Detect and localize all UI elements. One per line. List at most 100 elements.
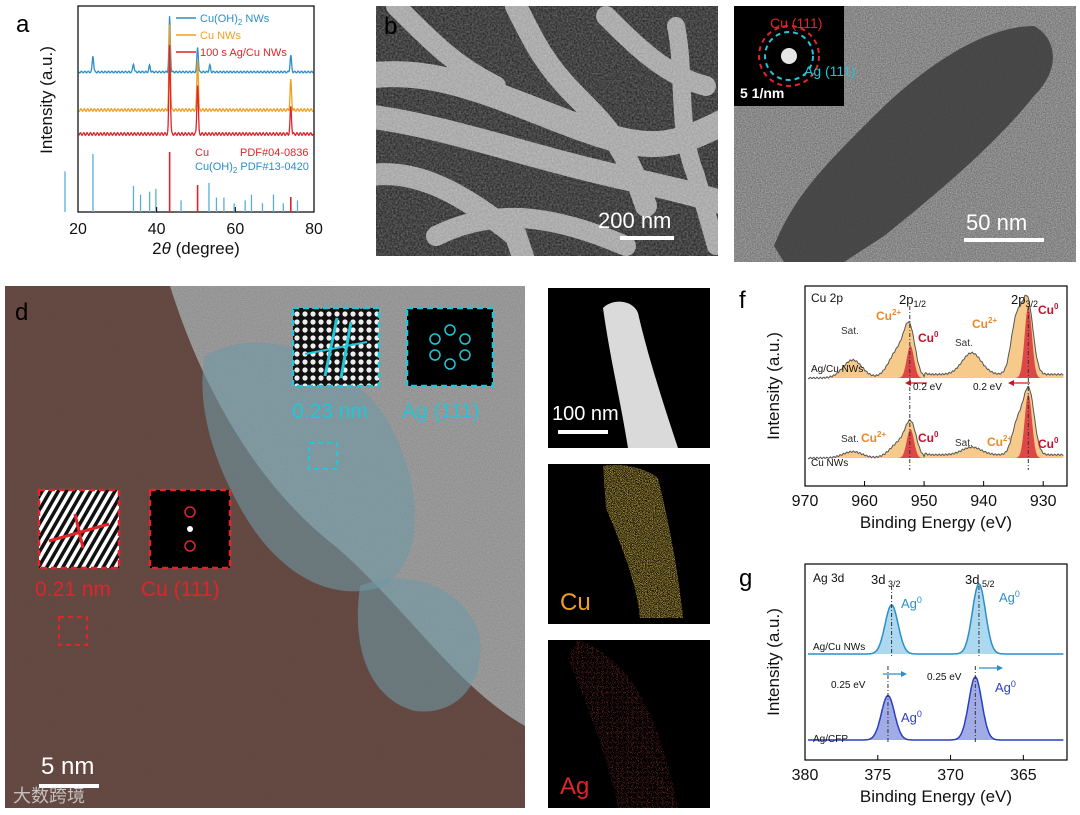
ag3d-top-ag0-a: Ag0 <box>901 595 922 611</box>
ag3d-xtick-label-0: 380 <box>792 767 819 784</box>
watermark: 大数跨境 <box>13 786 85 806</box>
panel-a-label: a <box>16 11 30 38</box>
ag-region-marker <box>308 442 338 470</box>
cu2p-bot-sat-b: Sat. <box>955 438 973 449</box>
panel-f-frame <box>804 285 1068 487</box>
cu2p-shift-b: 0.2 eV <box>973 382 1002 393</box>
panel-c: Cu (111) Ag (111) 5 1/nm c 50 nm <box>734 6 1076 262</box>
xrd-xlabel: 2θ (degree) <box>152 239 240 258</box>
panel-e-label: e <box>554 295 567 322</box>
haadf-scale-bar <box>558 430 608 434</box>
panel-g-label: g <box>739 565 752 592</box>
cu2p-xtick-label-2: 950 <box>911 493 938 510</box>
ag3d-xtick-label-2: 370 <box>937 767 964 784</box>
ag3d-plot <box>807 583 1065 744</box>
sem-scale-text: 200 nm <box>598 208 671 233</box>
panel-d: 0.23 nm Ag (111) 0.21 nm Cu (111) d 5 nm… <box>5 286 525 808</box>
legend-cu-nws: Cu NWs <box>200 30 241 42</box>
cu2p-shift-a: 0.2 eV <box>913 382 942 393</box>
ag3d-d52: 3d 5/2 <box>965 572 994 589</box>
hrtem-scale-bar <box>39 784 99 788</box>
ag3d-ylabel: Intensity (a.u.) <box>764 608 783 716</box>
xrd-series-0 <box>78 16 314 74</box>
cu2p-xlabel: Binding Energy (eV) <box>860 513 1012 532</box>
cu2p-plot <box>807 294 1064 470</box>
panel-f: f Cu 2p 2p1/2 2p3/2 Cu2+ Cu0 Cu2+ Cu0 Sa… <box>739 285 1068 532</box>
ag-fft-inset <box>405 306 495 388</box>
ag3d-sample-bot: Ag/CFP <box>813 734 848 745</box>
ag3d-top-ag0-b: Ag0 <box>999 589 1020 605</box>
cu2p-xtick-label-3: 940 <box>970 493 997 510</box>
xrd-plot <box>64 16 314 212</box>
cu2p-raw-0 <box>807 294 1064 380</box>
cu2p-top-cu0-b: Cu0 <box>1038 302 1059 317</box>
cu2p-sample-top: Ag/Cu NWs <box>811 364 863 375</box>
ag3d-bot-ag0-b: Ag0 <box>995 679 1016 695</box>
ag3d-line-1 <box>807 676 1064 741</box>
ag-spacing-label: 0.23 nm <box>292 400 368 423</box>
cu2p-xticks: 970 960 950 940 930 <box>792 481 1057 510</box>
panel-a-frame <box>77 5 315 213</box>
cu2p-xtick-label-4: 930 <box>1030 493 1057 510</box>
cu-map-label: Cu <box>560 589 591 616</box>
cu2p-title: Cu 2p <box>811 291 843 305</box>
xrd-series-2 <box>78 44 314 137</box>
xrd-series-1 <box>78 24 314 113</box>
tem-scale-bar <box>964 238 1044 242</box>
legend-agcu-nws: 100 s Ag/Cu NWs <box>200 47 287 59</box>
hrtem-scale-text: 5 nm <box>41 753 94 780</box>
xrd-xticks: 20 40 60 80 <box>69 207 323 238</box>
cu2p-top-sat-a: Sat. <box>841 326 859 337</box>
xrd-xtick-label-0: 20 <box>69 221 87 238</box>
cu2p-p32: 2p3/2 <box>1011 292 1038 309</box>
sem-scale-bar <box>620 236 674 240</box>
cu2p-p12: 2p1/2 <box>899 292 926 309</box>
cu2p-xtick-label-1: 960 <box>851 493 878 510</box>
cu2p-envelope-0 <box>807 295 1064 378</box>
ag3d-xtick-label-1: 375 <box>864 767 891 784</box>
tem-scale-text: 50 nm <box>966 210 1027 235</box>
saed-cu-ring <box>758 25 820 87</box>
ag-map-label: Ag <box>560 773 589 800</box>
saed-scale: 5 1/nm <box>740 85 784 101</box>
panel-c-label: c <box>740 11 752 38</box>
ag3d-bot-ag0-a: Ag0 <box>901 709 922 725</box>
cu2p-raw-1 <box>807 385 1064 460</box>
cu2p-top-cu2-b: Cu2+ <box>972 316 997 331</box>
ag3d-line-0 <box>807 583 1064 655</box>
ag3d-sample-top: Ag/Cu NWs <box>813 642 865 653</box>
cu2p-bot-sat-a: Sat. <box>841 434 859 445</box>
ag3d-xtick-label-3: 365 <box>1010 767 1037 784</box>
ag3d-title: Ag 3d <box>813 571 844 585</box>
panel-b-label: b <box>384 13 397 40</box>
panel-f-label: f <box>739 287 746 314</box>
saed-ag-ring <box>764 31 814 81</box>
cu2p-bot-cu0-a: Cu0 <box>918 430 939 445</box>
cu-fft-spots <box>184 506 196 552</box>
cu2p-bot-cu2-a: Cu2+ <box>861 430 886 445</box>
ref-cu-pdf: PDF#04-0836 <box>240 147 309 159</box>
xrd-xtick-label-1: 40 <box>148 221 166 238</box>
haadf-scale-text: 100 nm <box>552 403 619 425</box>
panel-d-label: d <box>15 299 28 326</box>
cu2p-sample-bot: Cu NWs <box>811 458 848 469</box>
ag3d-shift-a: 0.25 eV <box>831 680 866 691</box>
xrd-ylabel: Intensity (a.u.) <box>37 46 56 154</box>
cu-spacing-label: 0.21 nm <box>35 578 111 601</box>
cu2p-top-sat-b: Sat. <box>955 338 973 349</box>
ag3d-shift-b: 0.25 eV <box>927 672 962 683</box>
ref-cu-label: Cu <box>195 147 209 159</box>
panel-g: g Ag 3d 3d 3/2 3d 5/2 Ag0 Ag0 Ag/Cu NWs … <box>739 563 1068 806</box>
cu2p-top-cu0-a: Cu0 <box>918 330 939 345</box>
ag-particle-2 <box>357 578 481 712</box>
panel-b: b 200 nm <box>376 6 718 256</box>
cu2p-ylabel: Intensity (a.u.) <box>764 332 783 440</box>
tem-nanowire <box>774 26 1053 262</box>
panel-a: a Cu(OH)2 NWs Cu NWs 100 s Ag/Cu NWs Cu … <box>16 5 323 258</box>
cu2p-envelope-1 <box>807 387 1064 458</box>
cu-plane-label: Cu (111) <box>141 578 220 601</box>
saed-cu-label: Cu (111) <box>770 15 822 31</box>
ag-plane-label: Ag (111) <box>402 400 479 423</box>
ag3d-xlabel: Binding Energy (eV) <box>860 787 1012 806</box>
cu2p-bot-cu0-b: Cu0 <box>1038 436 1059 451</box>
